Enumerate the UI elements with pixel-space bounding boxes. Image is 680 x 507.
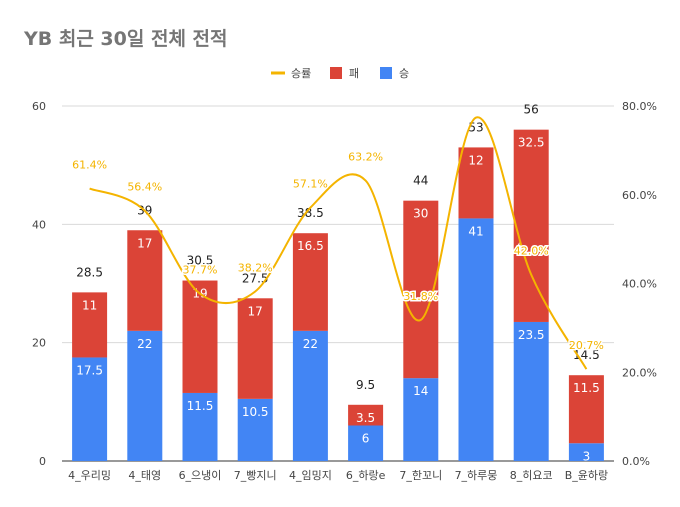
bar-win [403,378,439,461]
bar-total-label: 44 [413,174,428,188]
bar-loss-label: 32.5 [518,136,545,150]
bar-win [237,398,273,461]
bar-total-label: 27.5 [242,271,269,285]
bar-loss [568,375,604,444]
y-left-tick-label: 0 [39,455,46,468]
bar-total-label: 28.5 [76,265,103,279]
y-right-tick-label: 80.0% [622,100,657,113]
bar-loss-label: 17 [248,304,263,318]
win-rate-line [89,116,588,370]
x-tick-label: 4_태영 [128,469,161,482]
bar-loss [513,129,549,322]
chart-title: YB 최근 30일 전체 전적 [24,28,228,50]
bar-loss-label: 12 [468,153,483,167]
y-left-tick-label: 20 [32,337,46,350]
y-right-tick-label: 40.0% [622,278,657,291]
bar-win-label: 3 [583,449,591,463]
win-rate-label: 63.2% [348,151,383,164]
bar-win [458,218,494,461]
legend-label: 승 [399,67,409,80]
bar-win [348,425,384,461]
bar-win-label: 22 [303,337,318,351]
bar-win-label: 14 [413,384,428,398]
x-tick-label: 4_우리밍 [68,469,111,482]
x-tick-label: 4_임밍지 [289,469,332,482]
legend-label: 승률 [291,67,311,80]
win-rate-label: 37.7% [183,264,218,277]
win-rate-label: 42.0% [514,245,549,258]
x-tick-label: 7_한꼬니 [399,469,442,482]
win-rate-label: 31.8% [403,290,438,303]
bar-total-label: 56 [524,103,539,117]
y-left-tick-label: 60 [32,100,46,113]
bar-loss [72,292,108,358]
win-rate-label: 20.7% [569,339,604,352]
win-rate-label: 61.4% [72,159,107,172]
win-rate-label: 57.1% [293,178,328,191]
bar-total-label: 30.5 [187,254,214,268]
x-tick-label: 7_하루뭉 [455,468,498,482]
bar-win [127,330,163,461]
bar-loss-label: 17 [137,236,152,250]
bar-total-label: 53 [468,120,483,134]
bar-win-label: 6 [362,432,370,446]
bar-win-label: 17.5 [76,363,103,377]
legend-swatch [380,67,392,79]
y-right-tick-label: 20.0% [622,366,657,379]
bar-loss [237,298,273,399]
bar-win [292,330,328,461]
bar-win [568,443,604,461]
bar-loss [348,404,384,426]
bar-loss-label: 3.5 [356,411,375,425]
bar-loss [292,233,328,331]
y-right-tick-label: 0.0% [622,455,650,468]
x-tick-label: 8_히요코 [510,468,553,482]
x-tick-label: B_윤하랑 [565,468,608,482]
y-left-tick-label: 40 [32,218,46,231]
bar-win-label: 11.5 [187,399,214,413]
bar-loss-label: 11 [82,298,97,312]
bar-win-label: 22 [137,337,152,351]
win-rate-label: 56.4% [127,181,162,194]
x-tick-label: 7_빵지니 [234,469,277,482]
bar-win-label: 41 [468,224,483,238]
bar-loss-label: 16.5 [297,239,324,253]
bar-win [182,392,218,461]
bar-win [72,357,108,461]
bar-loss [127,230,163,331]
win-rate-label: 38.2% [238,261,273,274]
bar-win-label: 10.5 [242,405,269,419]
bar-total-label: 9.5 [356,378,375,392]
legend-swatch [330,67,342,79]
x-tick-label: 6_으냉이 [179,469,222,482]
bar-loss [458,147,494,219]
bar-win-label: 23.5 [518,328,545,342]
bar-loss-label: 30 [413,207,428,221]
legend-label: 패 [349,67,359,80]
bar-loss-label: 11.5 [573,381,600,395]
y-right-tick-label: 60.0% [622,189,657,202]
bar-win [513,321,549,461]
x-tick-label: 6_하랑e [346,468,386,482]
